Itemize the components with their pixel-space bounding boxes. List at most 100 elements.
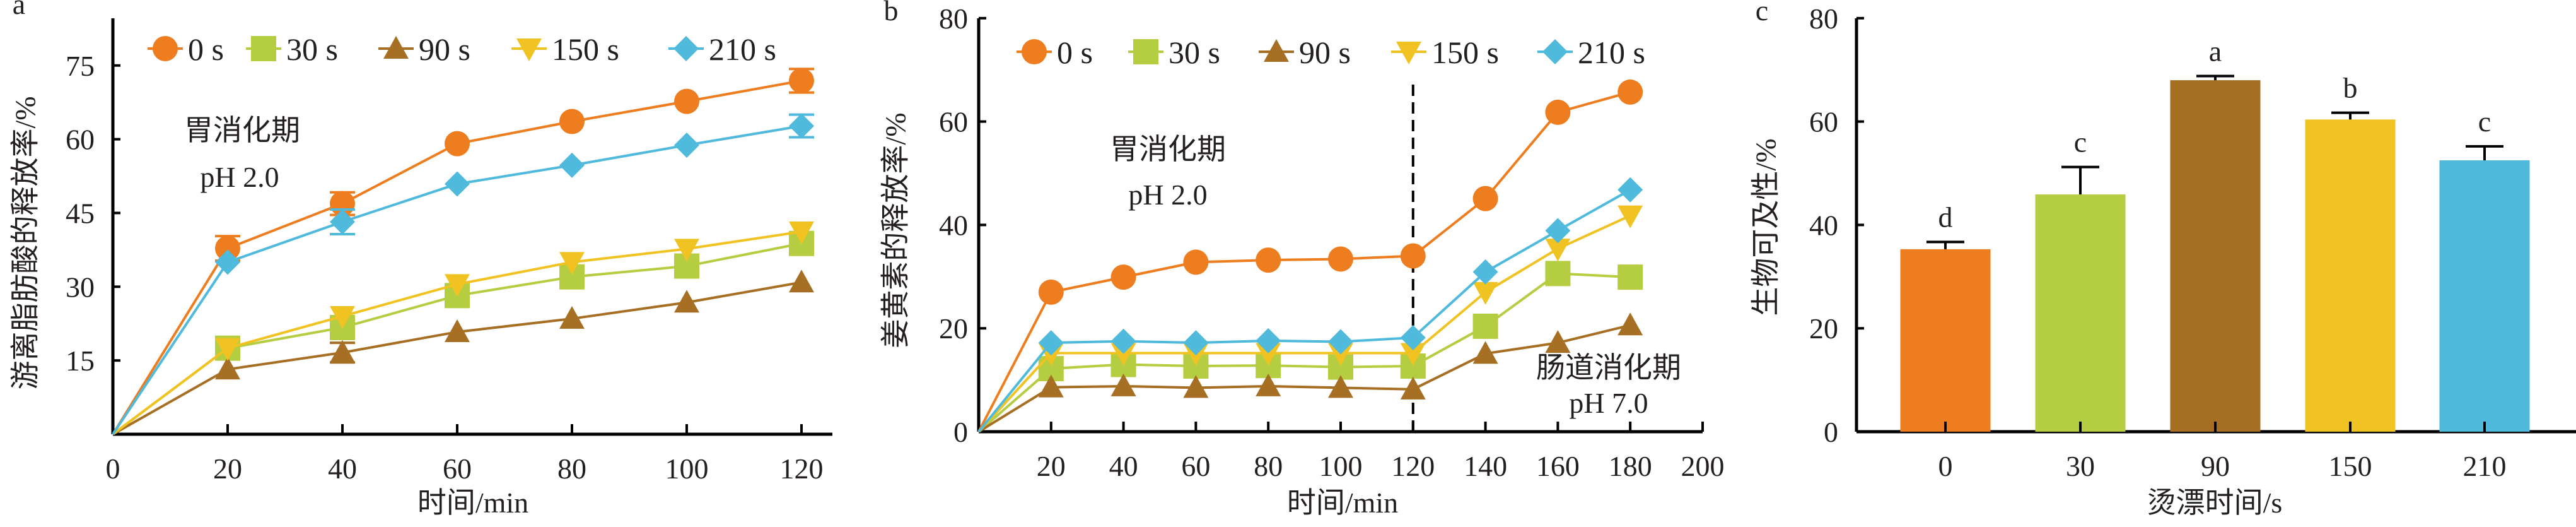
legend-item: 30 s [246, 32, 338, 67]
legend-item: 90 s [378, 32, 470, 67]
x-tick-label: 40 [328, 453, 357, 485]
y-axis-title: 生物可及性/% [1750, 138, 1782, 316]
significance-letter: c [2478, 105, 2491, 138]
x-tick-label: 100 [1319, 450, 1363, 482]
legend-label: 90 s [1299, 35, 1351, 70]
y-axis-title: 游离脂肪酸的释放率/% [9, 96, 42, 389]
panel-letter: b [884, 0, 899, 27]
y-tick-label: 60 [66, 124, 95, 156]
data-point [1545, 261, 1571, 287]
data-point [674, 239, 699, 262]
series-90s [977, 312, 1643, 433]
data-point [1183, 375, 1209, 398]
legend-marker-icon [383, 36, 409, 59]
y-tick-label: 0 [1824, 416, 1838, 448]
x-axis-title: 时间/min [1287, 487, 1398, 519]
data-point [1472, 313, 1498, 339]
data-point [1038, 330, 1064, 356]
chart-panel-a: a 15 30 45 60 75 游离脂肪酸的释放率/% 时间/min 0 20 40 60 80 100… [9, 0, 832, 519]
data-point [1472, 259, 1498, 285]
series-90s [112, 269, 814, 435]
legend-item: 90 s [1259, 35, 1351, 70]
data-point [789, 269, 814, 293]
annotation: 胃消化期 [184, 114, 300, 146]
legend-label: 0 s [188, 32, 224, 67]
x-tick-label: 120 [1391, 450, 1435, 482]
data-point [789, 222, 814, 245]
x-tick-label: 30 [2066, 450, 2095, 482]
annotation: 胃消化期 [1110, 133, 1226, 165]
data-point [1617, 205, 1643, 228]
data-point [1256, 328, 1281, 353]
legend-marker-icon [1022, 39, 1047, 64]
data-point [1400, 243, 1426, 269]
x-tick-label: 160 [1536, 450, 1580, 482]
data-point [330, 340, 355, 363]
series-line [977, 214, 1631, 433]
x-tick-label: 60 [443, 453, 472, 485]
series-0s [977, 79, 1643, 432]
data-point [1617, 312, 1643, 336]
data-point [559, 109, 585, 134]
y-axis-title: 姜黄素的释放率/% [880, 112, 912, 348]
x-tick-label: 100 [665, 453, 709, 485]
y-tick-label: 80 [939, 3, 968, 35]
legend-item: 150 s [1391, 35, 1499, 70]
data-point [1110, 328, 1136, 354]
x-tick-label: 120 [780, 453, 824, 485]
data-point [1110, 343, 1136, 366]
x-tick-label: 210 [2463, 450, 2507, 482]
data-point [1328, 329, 1353, 355]
data-point [1617, 177, 1643, 203]
y-tick-label: 20 [939, 312, 968, 345]
bar [2439, 160, 2530, 432]
x-tick-label: 20 [213, 453, 242, 485]
data-point [445, 131, 470, 157]
legend-marker-icon [1264, 39, 1289, 62]
data-point [1110, 264, 1136, 290]
legend-item: 150 s [511, 32, 619, 67]
series-150s [112, 222, 814, 435]
x-axis-title: 烫漂时间/s [2147, 487, 2283, 519]
x-tick-label: 140 [1464, 450, 1507, 482]
legend-label: 90 s [419, 32, 470, 67]
y-tick-label: 30 [66, 271, 95, 303]
legend-label: 0 s [1057, 35, 1093, 70]
panel-letter: c [1756, 0, 1768, 27]
legend-marker-icon [153, 36, 178, 61]
bar [2305, 119, 2396, 432]
x-tick-label: 90 [2201, 450, 2230, 482]
series-line [977, 188, 1631, 433]
legend-marker-icon [516, 38, 542, 61]
data-point [1110, 373, 1136, 396]
bar [1900, 249, 1991, 432]
series-line [977, 324, 1631, 433]
legend-marker-icon [251, 36, 276, 61]
legend-label: 150 s [552, 32, 619, 67]
data-point [1256, 343, 1281, 366]
data-point [789, 113, 814, 139]
significance-letter: b [2343, 72, 2358, 104]
bar-group: c [2035, 126, 2126, 432]
data-point [1256, 247, 1281, 273]
series-0s [112, 68, 814, 435]
data-point [1472, 341, 1498, 364]
y-tick-label: 45 [66, 197, 95, 229]
legend-label: 150 s [1431, 35, 1499, 70]
x-tick-label: 80 [557, 453, 586, 485]
x-tick-label: 0 [106, 453, 120, 485]
data-point [789, 68, 814, 93]
y-tick-label: 20 [1809, 312, 1838, 345]
data-point [445, 274, 470, 297]
data-point [215, 338, 240, 361]
data-point [1472, 281, 1498, 305]
data-point [330, 209, 355, 235]
legend-marker-icon [1396, 42, 1421, 64]
x-tick-label: 180 [1609, 450, 1652, 482]
data-point [1183, 330, 1209, 356]
data-point [1472, 186, 1498, 211]
bar [2035, 194, 2126, 432]
data-point [1545, 239, 1571, 262]
data-point [215, 249, 240, 275]
legend-item: 210 s [668, 32, 776, 67]
